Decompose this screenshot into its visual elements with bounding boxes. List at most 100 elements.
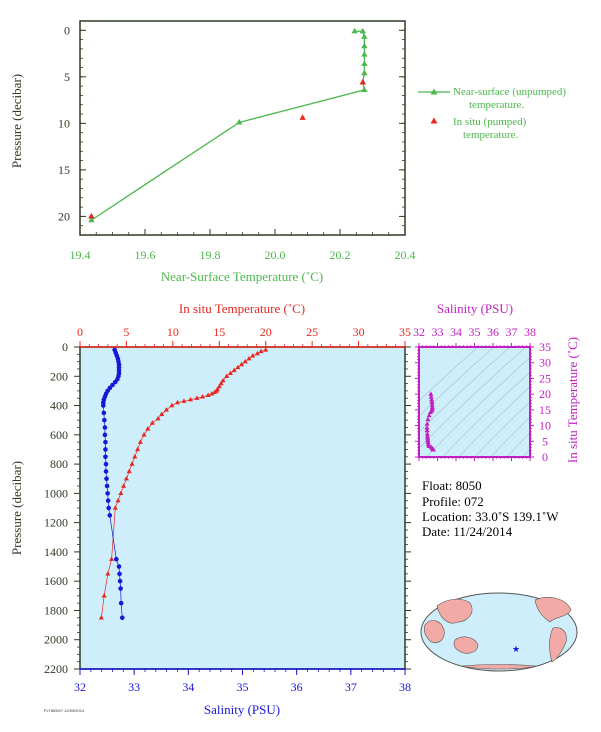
- legend-pumped-marker: [430, 117, 438, 124]
- pressure-tick-label: 800: [50, 457, 68, 471]
- salinity-profile-point: [104, 476, 109, 482]
- salinity-profile-point: [102, 432, 108, 438]
- map-land-asia: [436, 598, 473, 624]
- temperature-profile-point: [224, 373, 230, 378]
- ts-salinity-tick-label: 34: [450, 325, 462, 339]
- map-land-antarctica: [461, 664, 537, 670]
- ts-point: [430, 446, 436, 452]
- temperature-profile-point: [242, 358, 248, 364]
- salinity-profile-point: [103, 469, 109, 474]
- legend-unpumped-label-line1: Near-surface (unpumped): [453, 86, 567, 98]
- salinity-profile-point: [118, 586, 123, 591]
- ts-salinity-tick-label: 33: [432, 325, 444, 339]
- near-surface-plot-frame: [79, 20, 406, 236]
- map-land-north-america: [534, 597, 572, 623]
- density-contour: [506, 432, 530, 457]
- temperature-tick-label: 30: [353, 325, 365, 339]
- pressure-tick-label: 1800: [44, 603, 68, 617]
- map-land-south-america: [549, 627, 567, 663]
- temperature-profile-point: [121, 483, 127, 488]
- near-surface-y-tick-label: 0: [64, 23, 70, 37]
- temperature-profile-point: [129, 461, 135, 466]
- temperature-profile-point: [149, 420, 155, 425]
- salinity-profile-point: [103, 439, 108, 445]
- legend-pumped-label: In situ (pumped) temperature.: [453, 116, 526, 142]
- pressure-tick-label: 0: [62, 340, 68, 354]
- near-surface-x-tick-label: 19.4: [70, 248, 91, 262]
- ts-salinity-tick-label: 37: [506, 325, 518, 339]
- pressure-tick-label: 1000: [44, 486, 68, 500]
- salinity-profile-point: [102, 425, 108, 430]
- pressure-tick-label: 1400: [44, 545, 68, 559]
- salinity-profile-point: [110, 382, 115, 388]
- temperature-tick-label: 0: [77, 325, 83, 339]
- density-contour: [419, 347, 495, 417]
- temperature-profile-point: [231, 367, 237, 373]
- temperature-profile-point: [126, 468, 132, 474]
- ts-point: [424, 421, 430, 426]
- salinity-axis-label: Salinity (PSU): [204, 702, 280, 717]
- float-location-map: ★: [420, 592, 578, 672]
- float-id: Float: 8050: [422, 478, 482, 493]
- temperature-profile-point: [187, 396, 194, 402]
- near-surface-x-tick-label: 19.8: [200, 248, 221, 262]
- temperature-profile-point: [200, 393, 206, 399]
- ts-point: [428, 391, 434, 396]
- profile-number: Profile: 072: [422, 494, 484, 509]
- salinity-profile-point: [101, 410, 107, 416]
- pressure-tick-label: 2200: [44, 662, 68, 676]
- temperature-profile-point: [205, 392, 211, 397]
- ts-point: [429, 397, 435, 402]
- temperature-profile-point: [220, 377, 226, 383]
- salinity-tick-label: 37: [345, 680, 357, 694]
- ts-point: [425, 439, 431, 444]
- near-surface-x-tick-label: 20.0: [265, 248, 286, 262]
- unpumped-temperature-point: [351, 27, 358, 34]
- near-surface-y-tick-label: 20: [58, 209, 70, 223]
- density-contour: [442, 371, 530, 457]
- ts-point: [429, 399, 435, 404]
- ts-point: [425, 416, 431, 422]
- temperature-profile-point: [123, 475, 129, 481]
- temperature-profile-point: [174, 399, 181, 405]
- near-surface-y-tick-label: 15: [58, 163, 70, 177]
- ts-temperature-tick-label: 25: [539, 371, 551, 385]
- temperature-profile-point: [163, 407, 169, 412]
- salinity-profile-point: [116, 564, 122, 569]
- profile-date: Date: 11/24/2014: [422, 524, 513, 539]
- pressure-tick-label: 200: [50, 369, 68, 383]
- temperature-profile-point: [258, 348, 264, 354]
- temperature-profile-point: [132, 453, 138, 459]
- temperature-profile-point: [235, 364, 241, 370]
- density-contour: [458, 386, 530, 457]
- profile-plot-background: [80, 347, 405, 669]
- legend-unpumped-marker: [430, 88, 438, 95]
- temperature-tick-label: 35: [399, 325, 411, 339]
- salinity-profile-point: [100, 403, 106, 408]
- ts-salinity-tick-label: 38: [524, 325, 536, 339]
- pumped-temperature-point: [359, 78, 366, 85]
- ts-temperature-tick-label: 10: [539, 419, 551, 433]
- salinity-profile-point: [103, 454, 108, 460]
- near-surface-x-tick-label: 19.6: [135, 248, 156, 262]
- density-contour: [419, 347, 511, 433]
- temperature-profile-point: [109, 556, 115, 561]
- pressure-tick-label: 400: [50, 399, 68, 413]
- temperature-tick-label: 20: [260, 325, 272, 339]
- near-surface-y-axis-label: Pressure (decibar): [9, 74, 24, 168]
- ts-point: [428, 394, 434, 399]
- near-surface-x-axis-label: Near-Surface Temperature (˚C): [161, 269, 323, 284]
- legend-pumped-label-line1: In situ (pumped): [453, 116, 527, 128]
- footer-stamp: FLT8050/7 12/09/2014: [44, 708, 85, 713]
- temperature-tick-label: 15: [213, 325, 225, 339]
- density-contour: [490, 416, 530, 457]
- ts-salinity-axis-label: Salinity (PSU): [437, 301, 513, 316]
- salinity-tick-label: 32: [74, 680, 86, 694]
- ts-temperature-tick-label: 15: [539, 403, 551, 417]
- ts-point: [424, 424, 430, 430]
- pumped-temperature-point: [299, 114, 306, 120]
- salinity-profile-point: [105, 491, 110, 496]
- density-contour: [522, 448, 530, 457]
- near-surface-y-tick-label: 5: [64, 70, 70, 84]
